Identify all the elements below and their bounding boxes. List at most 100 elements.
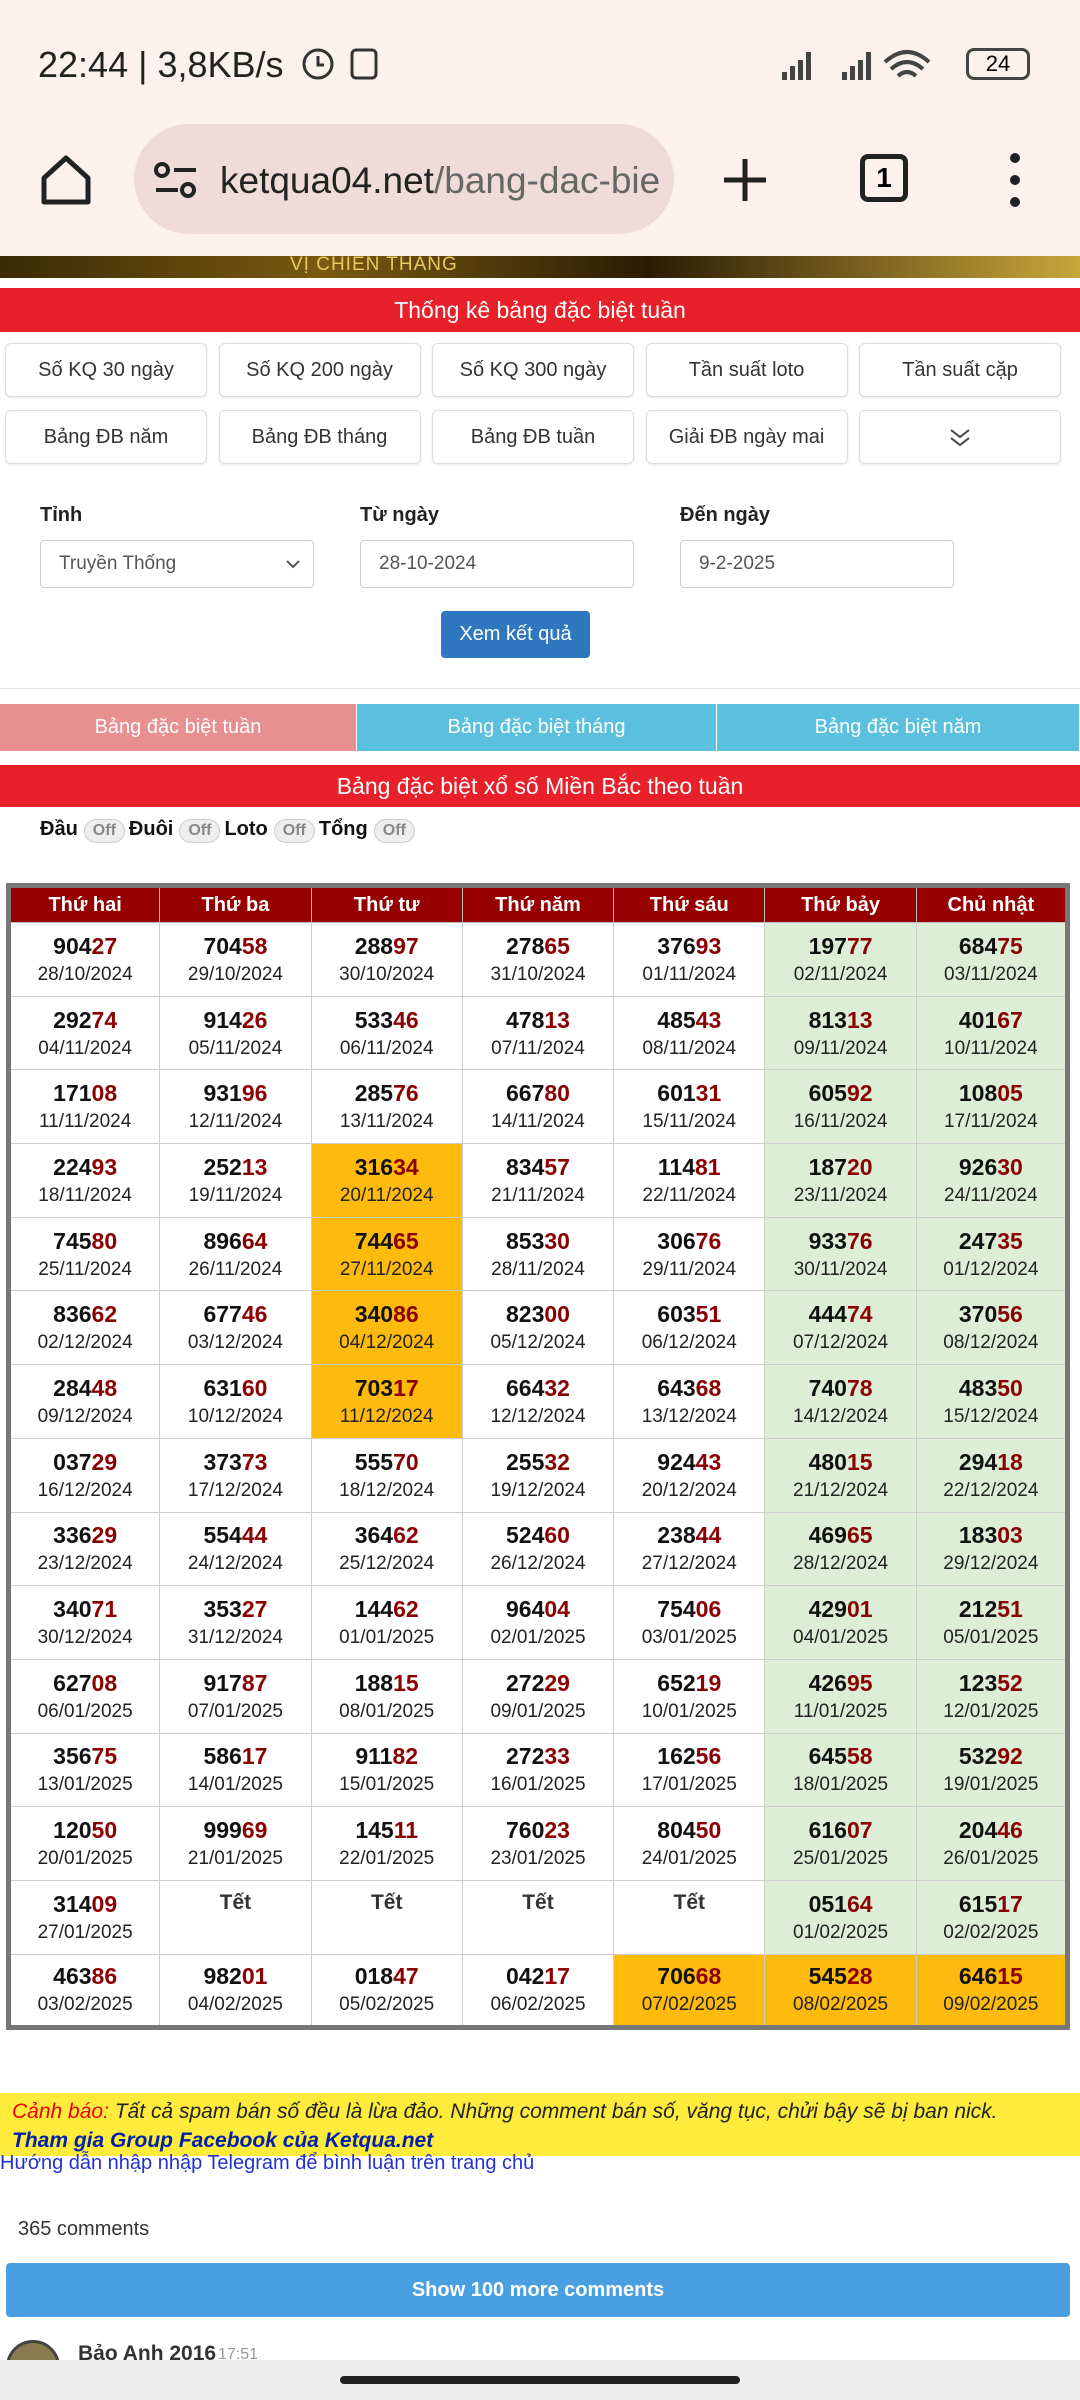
toggle-switch[interactable]: Off [179, 819, 221, 843]
nav-button[interactable]: Bảng ĐB tuần [432, 410, 634, 464]
date: 22/01/2025 [339, 1848, 435, 1870]
date: 06/12/2024 [641, 1332, 737, 1354]
number: 05164 [808, 1890, 873, 1917]
toggle-label: Tổng [318, 818, 368, 840]
number: 48350 [958, 1374, 1023, 1401]
new-tab-button[interactable] [720, 155, 770, 205]
cell: 14511 22/01/2025 [310, 1806, 463, 1881]
date: 04/01/2025 [793, 1627, 889, 1649]
number: 19777 [808, 932, 873, 959]
cell: 76023 23/01/2025 [461, 1806, 615, 1881]
nav-button[interactable]: Số KQ 30 ngày [5, 343, 207, 397]
cell: 47813 07/11/2024 [461, 995, 615, 1071]
date: 10/12/2024 [187, 1405, 283, 1427]
menu-button[interactable] [1000, 150, 1030, 210]
tab[interactable]: Bảng đặc biệt tháng [357, 704, 717, 751]
from-input[interactable]: 28-10-2024 [360, 540, 634, 588]
cell: 35675 13/01/2025 [7, 1732, 161, 1808]
date: 09/11/2024 [793, 1037, 888, 1059]
cell: 91426 05/11/2024 [159, 995, 312, 1071]
date: 16/12/2024 [37, 1479, 133, 1501]
date: 13/01/2025 [37, 1774, 133, 1796]
nav-button[interactable]: Bảng ĐB năm [5, 410, 207, 464]
url-bar[interactable] [134, 124, 674, 234]
date: 06/01/2025 [37, 1700, 133, 1722]
url-domain: ketqua04.net [220, 160, 434, 201]
date: 30/11/2024 [793, 1258, 888, 1280]
number: 54528 [808, 1963, 873, 1990]
status-time: 22:44 | 3,8KB/s [38, 44, 284, 85]
divider [0, 688, 1080, 689]
tab[interactable]: Bảng đặc biệt năm [717, 704, 1080, 751]
date: 05/11/2024 [188, 1037, 283, 1059]
cell: 05164 01/02/2025 [764, 1879, 917, 1955]
number: 74580 [53, 1227, 118, 1254]
table-row: 28448 09/12/2024 63160 10/12/2024 70317 11/12… [7, 1364, 1069, 1439]
date: 02/11/2024 [793, 963, 888, 985]
cell: 74078 14/12/2024 [764, 1364, 917, 1439]
date: 28/10/2024 [37, 963, 133, 985]
number: 46386 [53, 1963, 118, 1990]
cell: 23844 27/12/2024 [613, 1511, 766, 1587]
number: 91182 [355, 1743, 419, 1770]
date: 22/12/2024 [943, 1479, 1039, 1501]
cell: 34071 30/12/2024 [7, 1585, 161, 1660]
nav-button[interactable]: Số KQ 200 ngày [218, 343, 421, 397]
toggle-switch[interactable]: Off [373, 819, 415, 843]
date: 09/12/2024 [37, 1405, 133, 1427]
tab[interactable]: Bảng đặc biệt tuần [0, 704, 357, 751]
facebook-link[interactable]: Tham gia Group Facebook của Ketqua.net [12, 2129, 434, 2152]
number: 66780 [506, 1080, 570, 1107]
date: 13/12/2024 [641, 1405, 737, 1427]
date: 20/11/2024 [339, 1184, 434, 1206]
date: 19/11/2024 [188, 1184, 283, 1206]
cell: Tết [310, 1879, 463, 1955]
toggle-switch[interactable]: Off [273, 819, 315, 843]
telegram-link[interactable]: Hướng dẫn nhập nhập Telegram để bình luậ… [0, 2152, 535, 2174]
expand-button[interactable] [859, 410, 1061, 464]
date: 20/01/2025 [37, 1848, 133, 1870]
nav-button[interactable]: Tần suất loto [645, 343, 848, 397]
table-row: 22493 18/11/2024 25213 19/11/2024 31634 20/11… [7, 1143, 1069, 1218]
number: 68475 [958, 932, 1023, 959]
cell: 36462 25/12/2024 [310, 1511, 463, 1587]
number: 01847 [354, 1963, 419, 1990]
number: 18815 [354, 1669, 419, 1696]
number: 31409 [53, 1890, 118, 1917]
number: 30676 [657, 1227, 722, 1254]
home-button[interactable] [36, 150, 96, 210]
cell: 40167 10/11/2024 [915, 995, 1069, 1071]
number: 03729 [53, 1448, 118, 1475]
nav-button[interactable]: Số KQ 300 ngày [432, 343, 634, 397]
submit-button[interactable]: Xem kết quả [441, 611, 590, 658]
table-row: 12050 20/01/2025 99969 21/01/2025 14511 22/01… [7, 1806, 1069, 1881]
table-row: 03729 16/12/2024 37373 17/12/2024 55570 18/12… [7, 1437, 1069, 1513]
to-input[interactable]: 9-2-2025 [680, 540, 954, 588]
number: 27229 [506, 1669, 570, 1696]
cell: 66432 12/12/2024 [461, 1364, 615, 1439]
province-value: Truyền Thống [59, 553, 177, 574]
province-select[interactable]: Truyền Thống [40, 540, 314, 588]
more-comments-button[interactable]: Show 100 more comments [6, 2263, 1070, 2317]
nav-button[interactable]: Tần suất cặp [859, 343, 1061, 397]
date: 08/11/2024 [642, 1037, 737, 1059]
number: 96404 [506, 1596, 570, 1623]
table-title: Bảng đặc biệt xổ số Miền Bắc theo tuần [0, 765, 1080, 807]
nav-button[interactable]: Bảng ĐB tháng [218, 410, 421, 464]
cell: 55570 18/12/2024 [310, 1437, 463, 1513]
cell: 89664 26/11/2024 [159, 1216, 312, 1292]
date: 08/02/2025 [793, 1994, 889, 2016]
number: 82300 [506, 1301, 570, 1328]
cell: 01847 05/02/2025 [310, 1953, 463, 2029]
number: 34086 [354, 1301, 419, 1328]
tab-count[interactable]: 1 [860, 154, 908, 202]
column-header: Thứ ba [159, 885, 312, 923]
site-info-icon[interactable] [152, 160, 202, 200]
number: 25213 [203, 1153, 268, 1180]
toggle-switch[interactable]: Off [83, 819, 125, 843]
nav-bar [0, 2360, 1080, 2400]
date: 07/01/2025 [187, 1700, 283, 1722]
nav-button[interactable]: Giải ĐB ngày mai [645, 410, 848, 464]
date: 02/12/2024 [37, 1332, 133, 1354]
date: 11/01/2025 [793, 1700, 888, 1722]
